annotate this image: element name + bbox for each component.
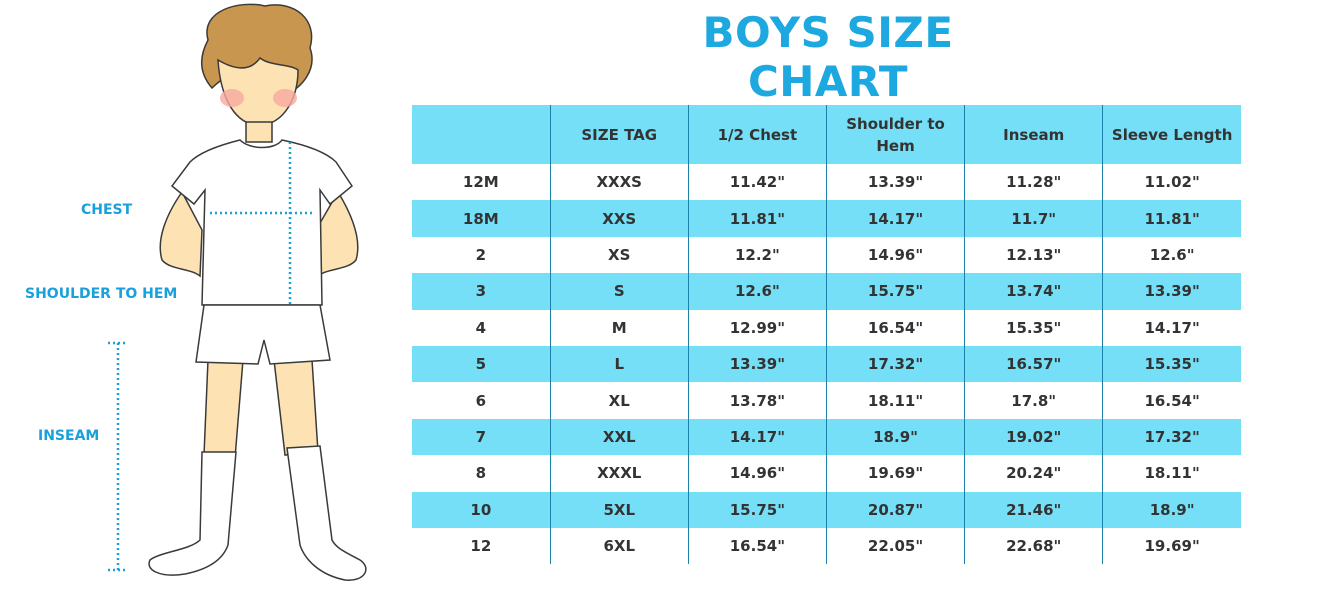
table-cell: 12.6" <box>1102 236 1241 274</box>
page-title: BOYS SIZE CHART <box>702 8 954 106</box>
table-cell: 12 <box>470 537 492 556</box>
table-cell: 14.17" <box>687 418 827 456</box>
table-cell: XXS <box>549 200 689 237</box>
table-row: 4 M 12.99" 16.54" 15.35" 14.17" <box>412 309 1241 346</box>
header-inseam: Inseam <box>964 105 1103 164</box>
table-cell: 13.39" <box>687 345 827 383</box>
table-row: 12M XXXS 11.42" 13.39" 11.28" 11.02" <box>412 164 1241 201</box>
header-half-chest: 1/2 Chest <box>687 105 827 164</box>
table-cell: 12M <box>462 173 499 192</box>
table-cell: 13.39" <box>825 164 965 201</box>
header-size <box>412 105 550 164</box>
table-header-row: SIZE TAG 1/2 Chest Shoulder to Hem Insea… <box>412 105 1241 164</box>
table-cell: 15.75" <box>825 273 965 310</box>
table-cell: 16.57" <box>964 345 1103 383</box>
table-row: 3 S 12.6" 15.75" 13.74" 13.39" <box>412 273 1241 310</box>
chest-label: CHEST <box>81 202 133 218</box>
boy-measurement-illustration <box>108 3 367 581</box>
header-sleeve-length: Sleeve Length <box>1102 105 1241 164</box>
table-cell: 17.32" <box>825 345 965 383</box>
table-cell: 21.46" <box>964 491 1103 528</box>
table-cell: 18.9" <box>825 418 965 456</box>
table-cell: 11.28" <box>964 164 1103 201</box>
table-cell: 14.96" <box>687 455 827 492</box>
table-cell: 14.17" <box>825 200 965 237</box>
table-row: 6 XL 13.78" 18.11" 17.8" 16.54" <box>412 382 1241 419</box>
table-cell: XXXL <box>549 455 689 492</box>
table-cell: 13.78" <box>687 382 827 419</box>
size-chart-table: SIZE TAG 1/2 Chest Shoulder to Hem Insea… <box>412 105 1241 565</box>
table-cell: 22.05" <box>825 527 965 565</box>
table-cell: 11.42" <box>687 164 827 201</box>
table-cell: S <box>549 273 689 310</box>
table-cell: 17.32" <box>1102 418 1241 456</box>
table-cell: 13.74" <box>964 273 1103 310</box>
table-cell: 19.02" <box>964 418 1103 456</box>
table-cell: 22.68" <box>964 527 1103 565</box>
table-cell: 13.39" <box>1102 273 1241 310</box>
table-cell: 19.69" <box>1102 527 1241 565</box>
table-cell: 11.02" <box>1102 164 1241 201</box>
table-cell: 18.11" <box>1102 455 1241 492</box>
table-cell: 20.87" <box>825 491 965 528</box>
table-cell: 11.81" <box>687 200 827 237</box>
table-cell: 11.81" <box>1102 200 1241 237</box>
table-cell: XL <box>549 382 689 419</box>
table-cell: XXXS <box>549 164 689 201</box>
table-cell: 4 <box>475 318 487 337</box>
table-cell: 16.54" <box>687 527 827 565</box>
inseam-label: INSEAM <box>38 428 100 444</box>
table-cell: 15.75" <box>687 491 827 528</box>
table-cell: 7 <box>475 427 487 446</box>
table-row: 7 XXL 14.17" 18.9" 19.02" 17.32" <box>412 418 1241 456</box>
table-cell: 5 <box>475 355 487 374</box>
table-row: 8 XXXL 14.96" 19.69" 20.24" 18.11" <box>412 455 1241 492</box>
table-cell: 15.35" <box>964 309 1103 346</box>
table-row: 12 6XL 16.54" 22.05" 22.68" 19.69" <box>412 527 1241 565</box>
table-cell: 20.24" <box>964 455 1103 492</box>
table-cell: 14.96" <box>825 236 965 274</box>
table-row: 5 L 13.39" 17.32" 16.57" 15.35" <box>412 345 1241 383</box>
header-shoulder-to-hem: Shoulder to Hem <box>825 105 965 164</box>
table-cell: 19.69" <box>825 455 965 492</box>
table-cell: XS <box>549 236 689 274</box>
table-row: 10 5XL 15.75" 20.87" 21.46" 18.9" <box>412 491 1241 528</box>
table-cell: 12.6" <box>687 273 827 310</box>
table-cell: 12.2" <box>687 236 827 274</box>
table-cell: 3 <box>475 282 487 301</box>
table-cell: M <box>549 309 689 346</box>
table-cell: 11.7" <box>964 200 1103 237</box>
table-cell: 8 <box>475 464 487 483</box>
table-cell: 12.13" <box>964 236 1103 274</box>
table-cell: 5XL <box>549 491 689 528</box>
header-size-tag: SIZE TAG <box>549 105 689 164</box>
table-cell: 6 <box>475 391 487 410</box>
table-cell: 16.54" <box>825 309 965 346</box>
table-row: 18M XXS 11.81" 14.17" 11.7" 11.81" <box>412 200 1241 237</box>
table-cell: 16.54" <box>1102 382 1241 419</box>
table-cell: 18.9" <box>1102 491 1241 528</box>
table-cell: 18M <box>462 209 499 228</box>
table-cell: L <box>549 345 689 383</box>
table-cell: 17.8" <box>964 382 1103 419</box>
table-cell: 10 <box>470 500 492 519</box>
table-cell: 2 <box>475 245 487 264</box>
table-cell: 14.17" <box>1102 309 1241 346</box>
table-cell: 6XL <box>549 527 689 565</box>
table-row: 2 XS 12.2" 14.96" 12.13" 12.6" <box>412 236 1241 274</box>
table-cell: 15.35" <box>1102 345 1241 383</box>
shoulder-to-hem-label: SHOULDER TO HEM <box>25 286 178 302</box>
table-cell: 12.99" <box>687 309 827 346</box>
table-cell: 18.11" <box>825 382 965 419</box>
table-cell: XXL <box>549 418 689 456</box>
